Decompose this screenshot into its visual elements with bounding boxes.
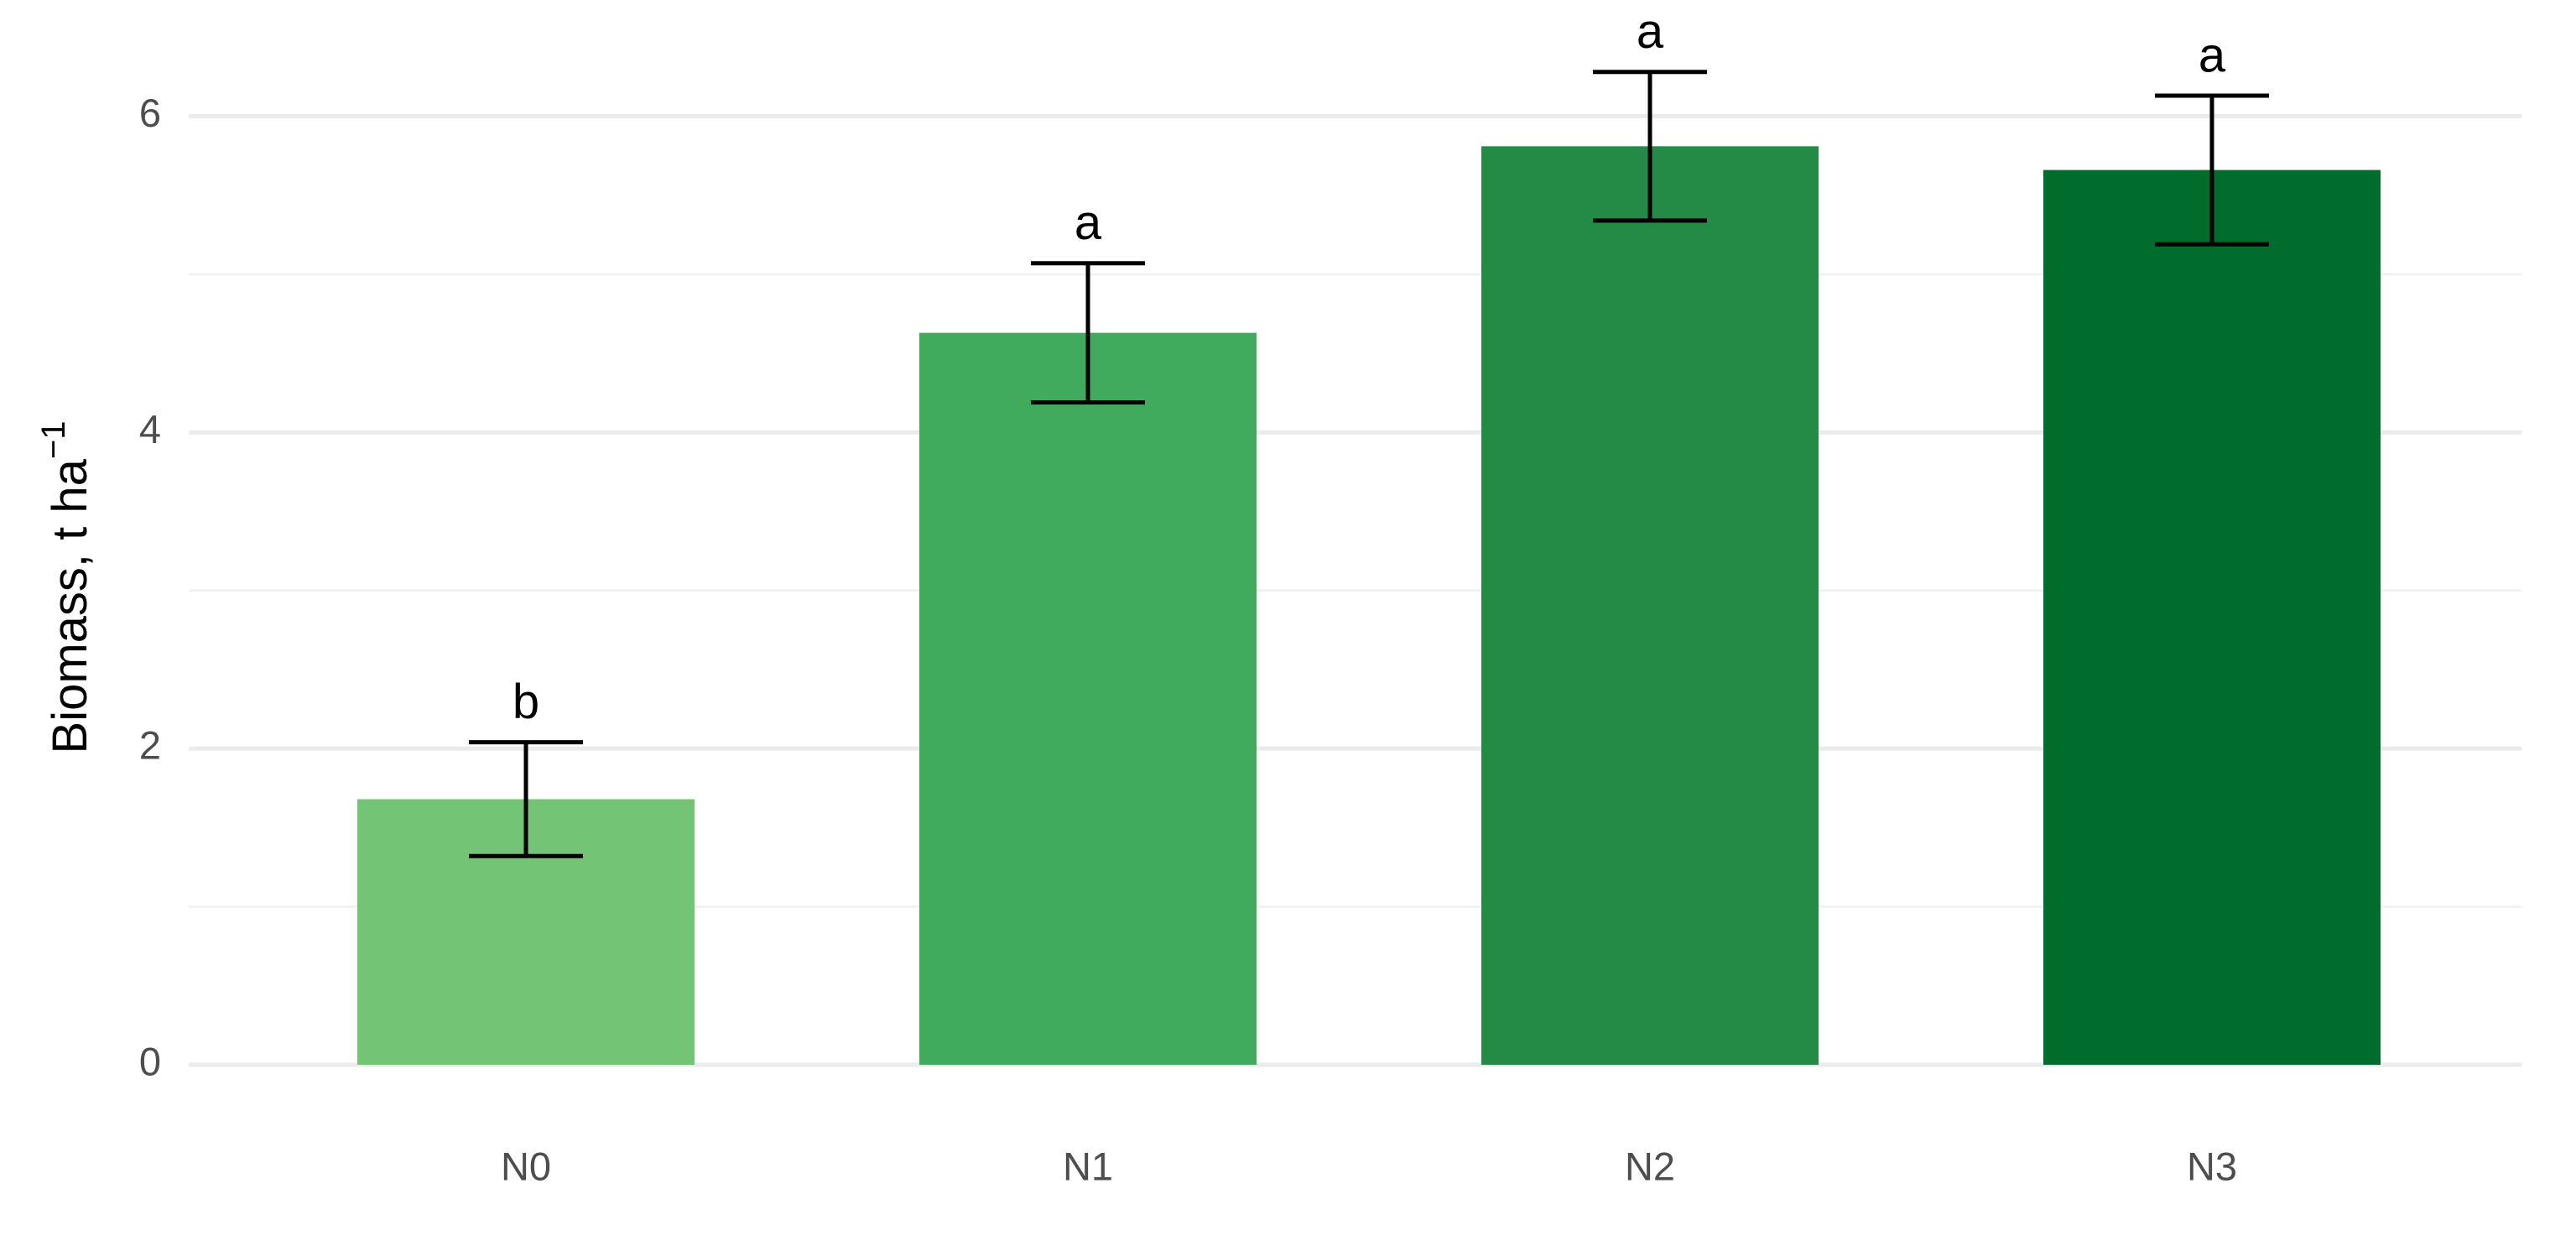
y-label-superscript: −1 (35, 421, 72, 460)
x-tick-label: N1 (1063, 1144, 1113, 1188)
y-tick-label: 4 (139, 407, 161, 451)
significance-letter: a (2199, 28, 2226, 82)
x-tick-label: N2 (1625, 1144, 1675, 1188)
bar (919, 332, 1257, 1066)
y-tick-label: 6 (139, 91, 161, 135)
error-bar (1031, 261, 1145, 405)
bar (2043, 169, 2381, 1066)
y-tick-label: 0 (139, 1039, 161, 1083)
y-label-text: Biomass, t ha (43, 458, 97, 753)
y-axis-label: Biomass, t ha−1 (35, 421, 98, 754)
y-tick-label: 2 (139, 723, 161, 768)
error-bar (1593, 70, 1707, 223)
error-bar (469, 740, 583, 858)
x-tick-label: N3 (2187, 1144, 2237, 1188)
error-bar (2155, 93, 2269, 247)
significance-letter: a (1075, 196, 1102, 250)
significance-letter: b (513, 675, 539, 729)
bar (1481, 146, 1819, 1066)
x-tick-label: N0 (501, 1144, 551, 1188)
significance-letter: a (1637, 4, 1664, 59)
